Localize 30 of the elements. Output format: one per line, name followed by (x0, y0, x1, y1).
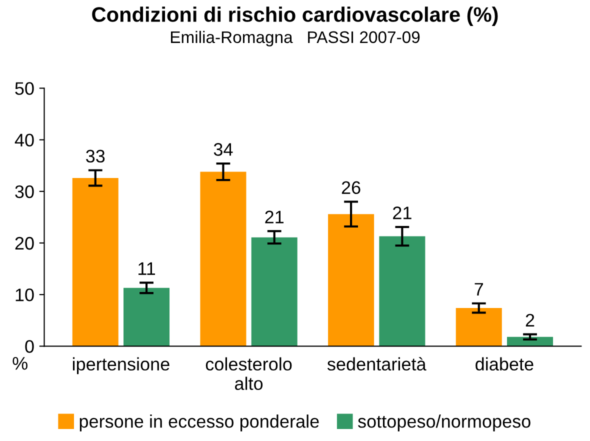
data-label: 2 (526, 314, 534, 326)
data-label: 21 (393, 206, 412, 220)
data-label: 33 (86, 150, 105, 163)
y-tick-label: 50 (15, 82, 34, 95)
bar (328, 214, 374, 346)
x-tick-label: diabete (476, 357, 534, 371)
y-tick-label: 40 (14, 134, 34, 147)
y-tick-label: 30 (15, 185, 34, 198)
y-tick-label: 20 (15, 236, 34, 250)
data-label: 21 (265, 210, 284, 224)
x-tick-label: ipertensione (72, 357, 170, 374)
chart-subtitle: Emilia-Romagna PASSI 2007-09 (171, 30, 420, 46)
data-label: 26 (342, 181, 360, 194)
y-axis-title: % (12, 357, 28, 370)
chart-title: Condizioni di rischio cardiovascolare (%) (92, 6, 498, 26)
bar (379, 236, 426, 346)
bar (72, 178, 118, 346)
x-tick-label: sedentarietà (327, 357, 426, 371)
bar (251, 237, 298, 346)
legend-label: sottopeso/normopeso (358, 414, 530, 432)
data-label: 11 (138, 262, 156, 275)
bar (456, 308, 502, 346)
y-tick-label: 10 (16, 288, 34, 302)
legend-label: persone in eccesso ponderale (80, 414, 319, 432)
data-label: 7 (474, 283, 483, 296)
bar (200, 172, 246, 346)
bar (124, 288, 170, 346)
x-tick-label: colesterolo alto (206, 357, 292, 390)
y-tick-label: 0 (25, 340, 34, 353)
data-label: 34 (214, 143, 233, 156)
